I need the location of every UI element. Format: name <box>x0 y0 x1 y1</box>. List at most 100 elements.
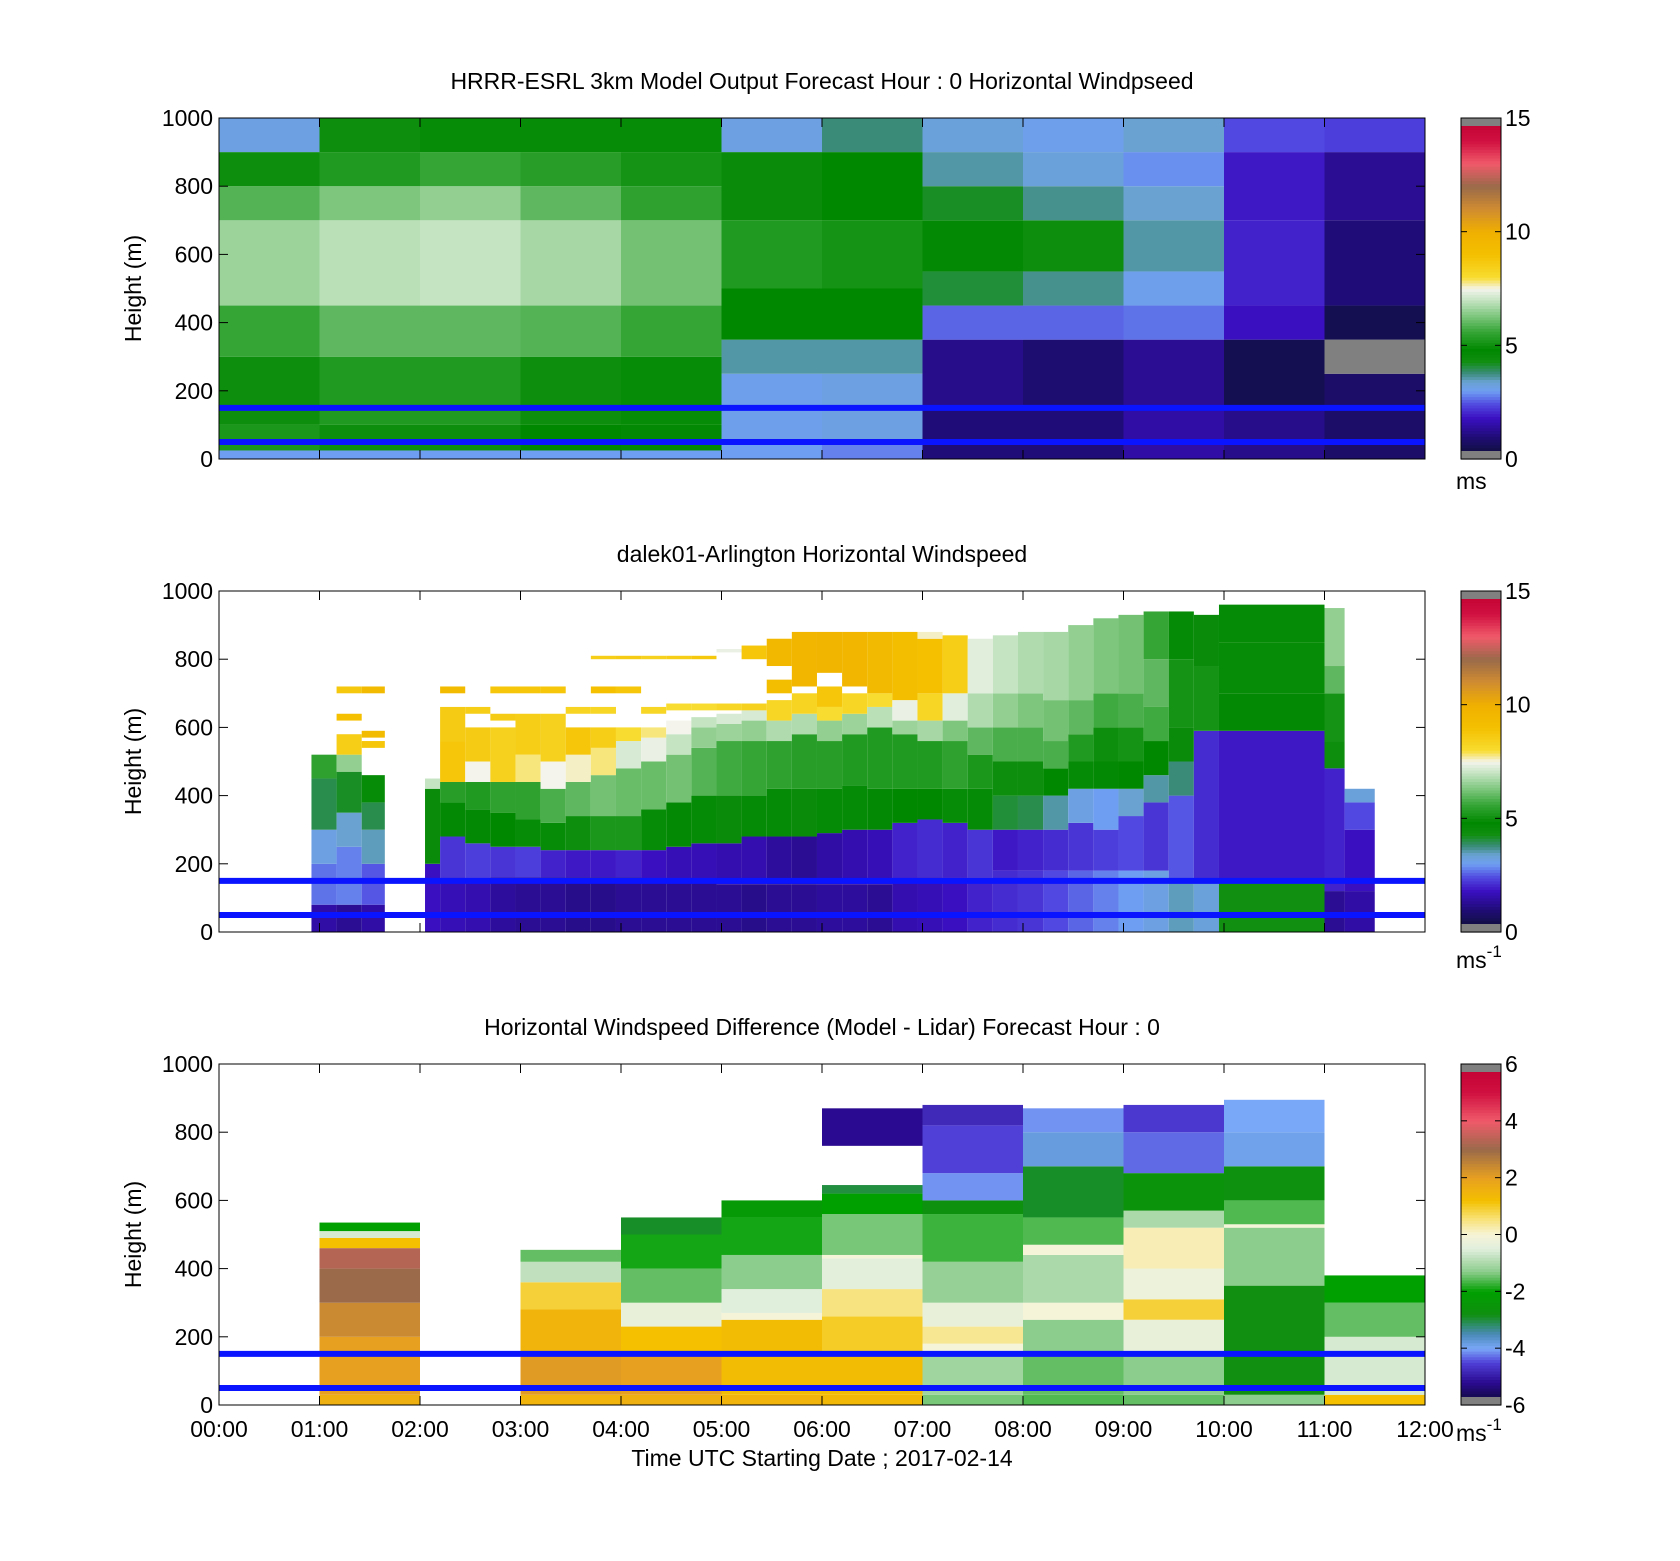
colorbar-swatch <box>1461 1297 1501 1301</box>
colorbar-swatch <box>1461 1299 1501 1304</box>
heatmap-cell <box>515 877 541 932</box>
heatmap-cell <box>842 713 868 735</box>
colorbar-swatch <box>1461 1348 1501 1352</box>
colorbar-swatch <box>1461 841 1501 845</box>
heatmap-cell <box>425 863 441 932</box>
heatmap-cell <box>766 741 792 789</box>
heatmap-cell <box>1123 305 1224 340</box>
heatmap-cell <box>822 1289 923 1317</box>
heatmap-cell <box>621 1302 722 1327</box>
colorbar-swatch <box>1461 750 1501 754</box>
colorbar-swatch <box>1461 1308 1501 1312</box>
colorbar-swatch <box>1461 1368 1501 1372</box>
colorbar-swatch <box>1461 228 1501 233</box>
colorbar-swatch <box>1461 835 1501 839</box>
colorbar-swatch <box>1461 433 1501 437</box>
heatmap-cell <box>721 1394 822 1405</box>
heatmap-cell <box>590 775 616 817</box>
heatmap-cell <box>440 686 466 694</box>
colorbar-swatch <box>1461 1397 1501 1405</box>
heatmap-cell <box>741 720 767 742</box>
heatmap-cell <box>1224 1200 1325 1225</box>
heatmap-cell <box>691 655 717 660</box>
colorbar-swatch <box>1461 1294 1501 1298</box>
heatmap-cell <box>1093 829 1119 871</box>
heatmap-cell <box>520 186 621 221</box>
heatmap-cell <box>1068 761 1094 789</box>
heatmap-cell <box>490 812 516 847</box>
colorbar-swatch <box>1461 1092 1501 1096</box>
colorbar-swatch <box>1461 815 1501 819</box>
heatmap-cell <box>867 884 893 932</box>
heatmap-cell <box>319 118 420 153</box>
heatmap-cell <box>1123 339 1224 408</box>
heatmap-cell <box>621 1326 722 1354</box>
colorbar-swatch <box>1461 716 1501 720</box>
colorbar-swatch <box>1461 376 1501 381</box>
colorbar-swatch <box>1461 154 1501 159</box>
heatmap-cell <box>922 339 1023 408</box>
heatmap-cell <box>992 795 1018 830</box>
colorbar-swatch <box>1461 1393 1501 1398</box>
colorbar-swatch <box>1461 126 1501 130</box>
colorbar-swatch <box>1461 353 1501 358</box>
colorbar-swatch <box>1461 288 1501 292</box>
y-tick-label: 600 <box>175 241 213 267</box>
heatmap-cell <box>1068 625 1094 701</box>
heatmap-cell <box>1224 339 1325 408</box>
colorbar-swatch <box>1461 1117 1501 1122</box>
heatmap-cell <box>311 863 337 905</box>
heatmap-cell <box>219 118 320 153</box>
colorbar-swatch <box>1461 1098 1501 1102</box>
heatmap-cell <box>1023 339 1124 408</box>
heatmap-cell <box>465 880 491 932</box>
colorbar-tick-label: 5 <box>1505 805 1518 831</box>
colorbar-swatch <box>1461 390 1501 395</box>
colorbar-swatch <box>1461 826 1501 831</box>
heatmap-cell <box>822 1214 923 1255</box>
colorbar-swatch <box>1461 444 1501 449</box>
heatmap-cell <box>1224 1166 1325 1201</box>
heatmap-cell <box>1168 659 1194 728</box>
colorbar-swatch <box>1461 849 1501 854</box>
heatmap-cell <box>917 693 943 721</box>
heatmap-cell <box>520 1249 621 1262</box>
heatmap-cell <box>361 775 385 803</box>
colorbar-swatch <box>1461 897 1501 902</box>
colorbar-swatch <box>1461 892 1501 896</box>
heatmap-cell <box>1023 118 1124 153</box>
colorbar-swatch <box>1461 1146 1501 1150</box>
heatmap-cell <box>1168 795 1194 881</box>
heatmap-cell <box>1324 768 1345 892</box>
y-tick-label: 600 <box>175 1187 213 1213</box>
colorbar-swatch <box>1461 860 1501 865</box>
colorbar-swatch <box>1461 157 1501 162</box>
x-tick-label: 10:00 <box>1195 1416 1253 1442</box>
heatmap-cell <box>336 771 362 813</box>
heatmap-cell <box>721 441 822 459</box>
heatmap-cell <box>1193 880 1219 932</box>
heatmap-cell <box>1023 1166 1124 1218</box>
heatmap-cell <box>490 713 516 721</box>
colorbar-swatch <box>1461 809 1501 814</box>
colorbar-swatch <box>1461 282 1501 287</box>
colorbar-swatch <box>1461 1200 1501 1204</box>
colorbar-swatch <box>1461 206 1501 210</box>
colorbar-swatch <box>1461 348 1501 352</box>
colorbar-swatch <box>1461 311 1501 315</box>
heatmap-cell <box>1093 788 1119 830</box>
heatmap-cell <box>1068 734 1094 762</box>
x-tick-label: 08:00 <box>994 1416 1052 1442</box>
colorbar-swatch <box>1461 914 1501 919</box>
heatmap-cell <box>922 1125 1023 1174</box>
colorbar-swatch <box>1461 1336 1501 1341</box>
colorbar-swatch <box>1461 650 1501 655</box>
colorbar-swatch <box>1461 1126 1501 1130</box>
colorbar-swatch <box>1461 243 1501 247</box>
heatmap-cell <box>1168 880 1194 932</box>
heatmap-cell <box>917 638 943 694</box>
heatmap-cell <box>942 741 968 789</box>
colorbar-swatch <box>1461 906 1501 910</box>
colorbar-swatch <box>1461 681 1501 686</box>
